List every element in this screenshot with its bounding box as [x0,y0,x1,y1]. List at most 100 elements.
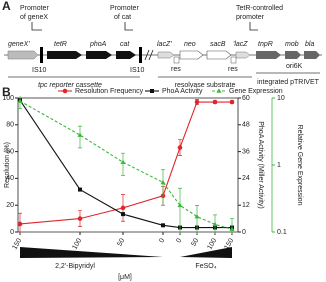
point [77,216,83,221]
is-label: IS10 [130,67,145,74]
group-label: tpc reporter cassette [38,82,102,89]
res-site [173,56,180,64]
point [194,99,200,105]
y2-tick-label: 0 [242,229,246,236]
gene-arrow [256,51,281,59]
x-tick-label: 100 [206,237,218,251]
y-tick-label: 100 [2,95,14,102]
plot-area [17,96,235,234]
legend-marker [62,88,68,94]
promoter-label: promoter [236,14,265,21]
x-tick-label: 50 [116,237,126,247]
res-label: res [228,66,238,73]
point [120,159,126,165]
break-mark [144,49,154,61]
point [177,202,183,208]
panel-label: A [2,0,11,13]
promoter-label: TetR-controlled [236,5,283,12]
is-label: IS10 [32,67,47,74]
y-tick-label: 60 [6,148,14,155]
promoter-label: of cat [114,14,131,21]
gradient-wedge [180,247,232,258]
gene-label: geneX' [8,41,30,48]
promoter-arrow [31,22,42,31]
point [194,213,200,219]
point [177,145,183,150]
x-group-label: FeSO₄ [195,263,216,270]
point [17,221,23,227]
point [212,221,218,227]
point [229,226,235,232]
promoter-label: Promoter [110,5,139,12]
legend-marker [150,89,154,93]
gradient-wedge [20,247,163,258]
y-tick-label: 40 [6,175,14,182]
y2-tick-label: 24 [242,175,250,182]
error-bar [121,152,125,176]
ori-label: ori6K [286,63,303,70]
point [121,212,125,217]
y-tick-label: 0 [10,229,14,236]
gene-arrow [86,51,112,59]
gene-label: mob [285,41,299,48]
gene-arrow [157,51,175,59]
point [17,98,23,103]
promoter-arrow [249,22,258,31]
promoter-label: of geneX [20,14,48,21]
x-group-label: 2,2'-Bipyridyl [55,263,95,270]
gene-arrow [47,51,82,59]
point [160,179,166,185]
series-line [19,100,233,230]
gene-label: phoA [89,41,107,48]
gene-label: tnpR [258,41,273,48]
point [212,99,218,105]
y2-tick-label: 60 [242,95,250,102]
point [229,99,235,105]
legend-label: Gene Expression [229,88,283,95]
gene-arrow [7,50,39,60]
panel-label: B [2,85,11,99]
x-tick-label: 150 [11,237,23,251]
legend-label: Resolution Frequency [75,88,144,95]
gene-arrow [179,50,204,60]
gene-label: lacZ' [157,41,172,48]
error-bar [178,187,182,234]
x-axis-label: [μM] [118,274,132,281]
group-label: resolvase substrate [175,82,236,89]
legend-marker [216,88,222,93]
y2-axis-label: PhoA Activity (Miller Activity) [257,121,264,209]
x-tick-label: 150 [223,237,235,251]
gene-label: tetR [54,41,67,48]
gene-label: bla [305,41,314,48]
y3-tick-label: 0.1 [277,229,287,236]
x-tick-label: 50 [190,237,200,247]
gene-label: 'lacZ [233,41,248,48]
x-tick-label: 0 [158,237,166,244]
error-bar [230,217,234,234]
y-axis-label: Resolution (%) [4,142,11,188]
is-element [139,47,142,63]
point [120,205,126,211]
gene-arrow [304,51,320,59]
y3-axis-label: Relative Gene Expression [296,125,303,206]
point [77,132,83,137]
series-line [19,101,232,225]
y3-tick-label: 1 [277,162,281,169]
gene-arrow [206,50,232,60]
promoter-label: Promoter [20,5,49,12]
legend-label: PhoA Activity [162,88,203,95]
y2-tick-label: 12 [242,202,250,209]
gene-arrow [116,51,136,59]
x-tick-label: 0 [175,237,183,244]
gene-arrow [285,51,301,59]
gene-label: cat [120,41,130,48]
error-bar [195,204,199,234]
gene-label: neo [184,41,196,48]
y2-tick-label: 48 [242,122,250,129]
gene-label: sacB [210,41,226,48]
res-site [230,56,237,64]
y2-tick-label: 36 [242,148,250,155]
y3-tick-label: 10 [277,95,285,102]
